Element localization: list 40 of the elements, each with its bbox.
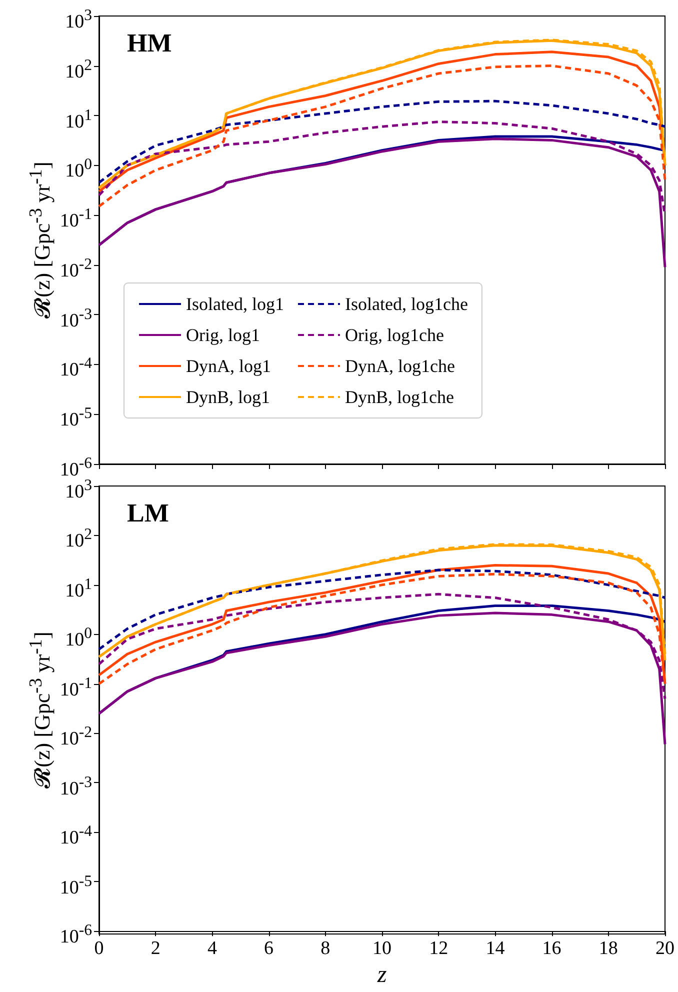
y-tick-label: 10$^{2}$ — [65, 56, 92, 82]
legend-label: DynB, log1che — [344, 387, 454, 407]
x-tick-label: 12 — [429, 938, 448, 960]
y-tick-label: 10$^{-1}$ — [60, 206, 92, 232]
legend-label: DynB, log1 — [186, 387, 270, 407]
x-tick-label: 4 — [207, 938, 218, 960]
x-tick-label: 18 — [598, 938, 618, 960]
y-tick-label: 10$^{0}$ — [65, 156, 92, 182]
y-tick-label: 10$^{-2}$ — [60, 724, 92, 750]
y-tick-label: 10$^{-3}$ — [60, 774, 92, 800]
y-tick-label: 10$^{1}$ — [65, 576, 92, 602]
x-tick-label: 2 — [150, 938, 160, 960]
legend-label: Orig, log1 — [186, 325, 260, 345]
x-tick-label: 6 — [264, 938, 274, 960]
legend-label: Orig, log1che — [344, 325, 444, 345]
y-tick-label: 10$^{-4}$ — [60, 355, 92, 381]
y-tick-label: 10$^{2}$ — [65, 526, 92, 552]
x-axis-title: z — [376, 962, 388, 988]
legend-label: DynA, log1 — [186, 356, 271, 376]
legend-label: Isolated, log1che — [344, 294, 468, 314]
x-tick-label: 14 — [486, 938, 506, 960]
x-tick-label: 8 — [320, 938, 330, 960]
x-tick-label: 16 — [542, 938, 562, 960]
y-tick-label: 10$^{3}$ — [65, 7, 92, 32]
y-tick-label: 10$^{-5}$ — [60, 872, 92, 898]
x-tick-label: 0 — [94, 938, 104, 960]
x-tick-label: 10 — [372, 938, 392, 960]
text: LM — [127, 498, 169, 528]
legend-label: DynA, log1che — [344, 356, 455, 376]
text: HM — [127, 28, 172, 58]
y-tick-label: 10$^{-2}$ — [60, 256, 92, 282]
y-tick-label: 10$^{-1}$ — [60, 674, 92, 700]
x-tick-label: 20 — [656, 938, 674, 960]
y-tick-label: 10$^{-6}$ — [60, 922, 92, 948]
y-tick-label: 10$^{-3}$ — [60, 306, 92, 331]
y-tick-label: 10$^{1}$ — [65, 106, 92, 132]
y-tick-label: 10$^{0}$ — [65, 625, 92, 651]
y-tick-label: 10$^{-4}$ — [60, 823, 92, 849]
y-tick-label: 10$^{-5}$ — [60, 405, 92, 431]
legend-label: Isolated, log1 — [186, 294, 284, 314]
